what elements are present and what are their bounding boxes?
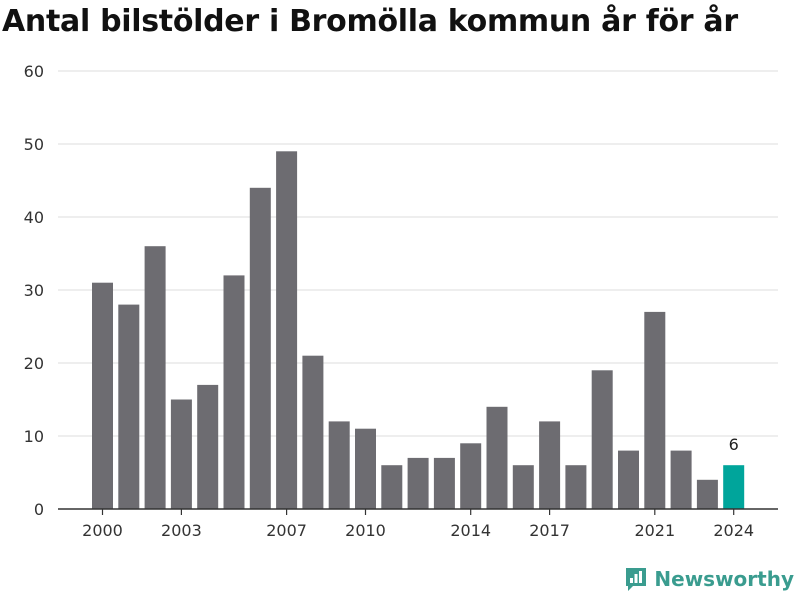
bar [302, 355, 324, 509]
bar [460, 443, 482, 509]
bar [249, 187, 271, 510]
x-tick-label: 2000 [82, 521, 123, 540]
x-tick-label: 2007 [266, 521, 307, 540]
bar [276, 151, 298, 510]
x-tick-label: 2014 [450, 521, 491, 540]
bar [670, 450, 692, 509]
bar [565, 465, 587, 509]
y-tick-label: 0 [34, 500, 44, 519]
bar [355, 428, 376, 509]
bar [407, 457, 429, 509]
bar [696, 479, 718, 509]
bar [144, 246, 166, 509]
x-tick-label: 2021 [634, 521, 675, 540]
x-tick-label: 2003 [161, 521, 202, 540]
data-label: 6 [729, 435, 739, 454]
bar [118, 304, 140, 509]
x-tick-label: 2024 [713, 521, 754, 540]
y-tick-label: 10 [24, 427, 44, 446]
y-tick-label: 30 [24, 281, 44, 300]
bar [486, 406, 508, 509]
bar [433, 457, 455, 509]
bar [92, 282, 113, 509]
bar [591, 370, 613, 509]
bar [512, 465, 534, 509]
bar [328, 421, 350, 509]
y-tick-label: 50 [24, 135, 44, 154]
bar-chart-logo-icon [626, 568, 647, 591]
newsworthy-logo: Newsworthy [624, 566, 794, 592]
bar [381, 465, 403, 509]
bar [539, 421, 561, 509]
y-tick-label: 20 [24, 354, 44, 373]
bar [170, 399, 192, 509]
chart-title: Antal bilstölder i Bromölla kommun år fö… [2, 4, 738, 39]
x-tick-label: 2017 [529, 521, 570, 540]
y-tick-label: 40 [24, 208, 44, 227]
x-tick-label: 2010 [345, 521, 386, 540]
y-tick-label: 60 [24, 62, 44, 81]
bar [644, 311, 666, 509]
bar [197, 384, 219, 509]
brand-name: Newsworthy [654, 567, 794, 591]
bar [223, 275, 245, 509]
bar-chart: 0 10 20 30 40 50 60 6 2000 2003 2007 2010 2014 2017 20… [24, 62, 778, 540]
bar-highlight [723, 465, 745, 509]
bar [618, 450, 639, 509]
